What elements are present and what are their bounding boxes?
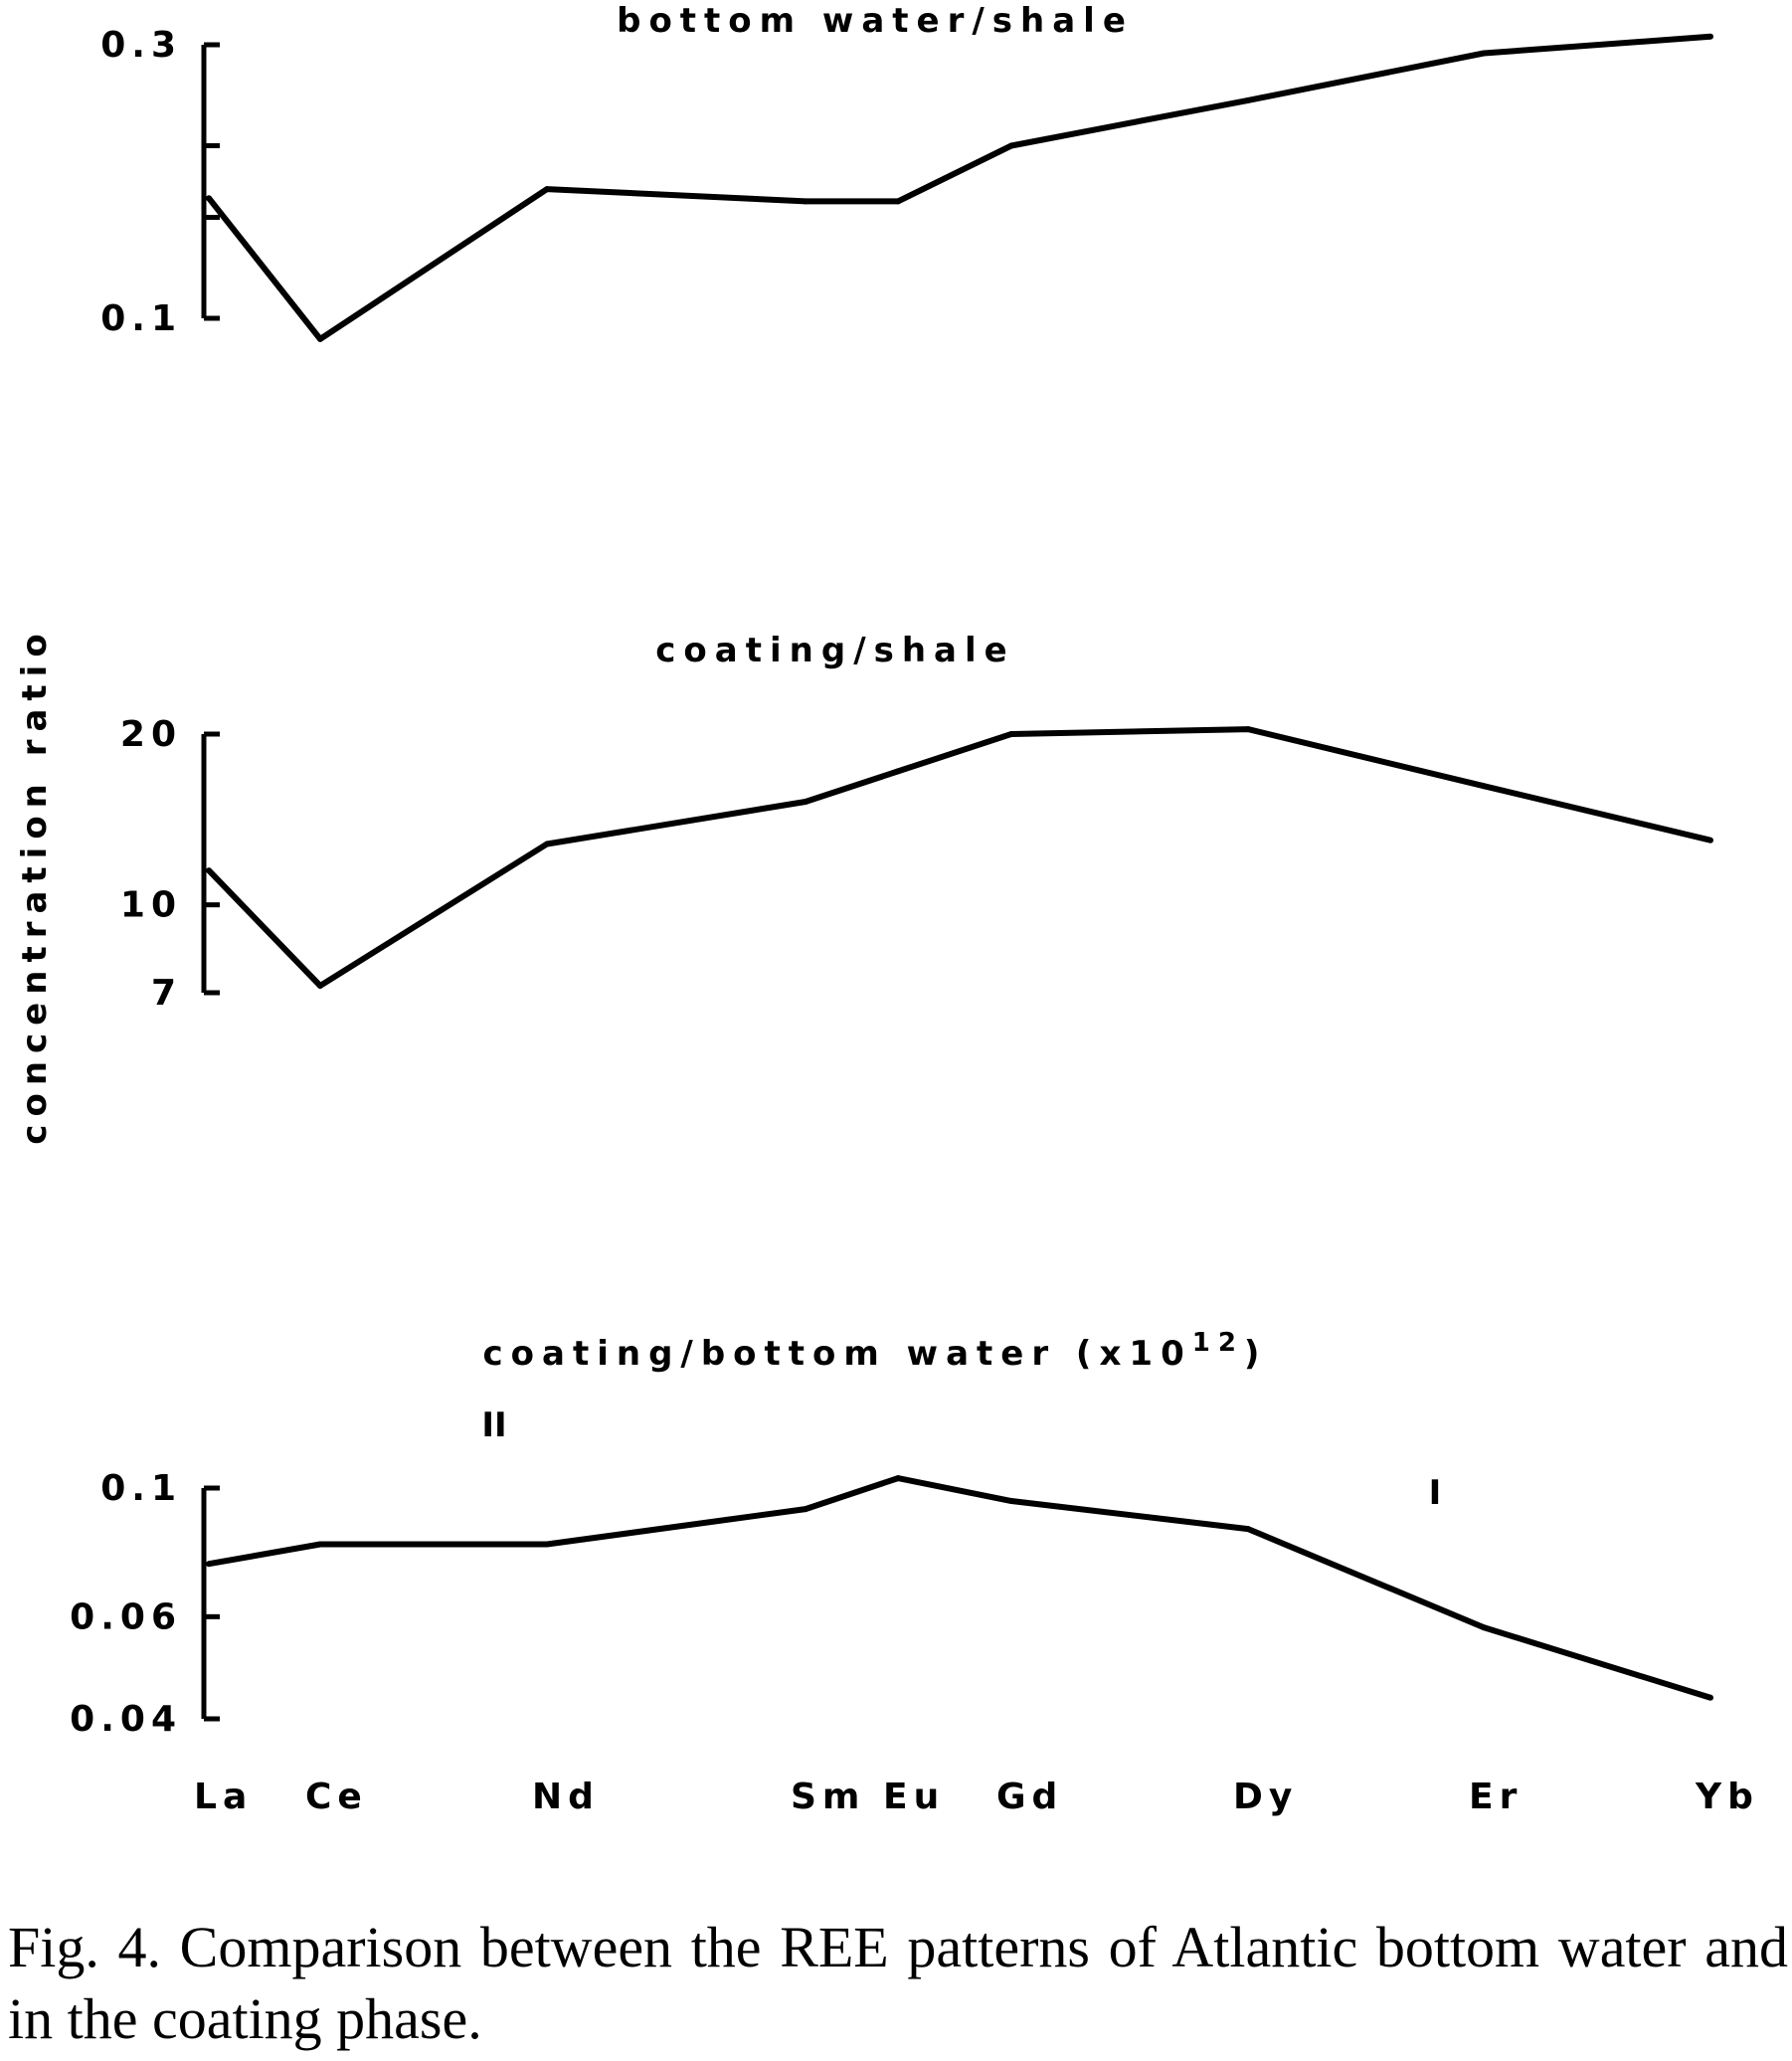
data-point-yb xyxy=(1707,33,1713,40)
title-exponent: 12 xyxy=(1192,1328,1244,1358)
data-point-sm xyxy=(803,198,808,205)
panel-title: coating/bottom water (x1012) xyxy=(483,1328,1268,1374)
data-point-dy xyxy=(1245,96,1251,103)
x-tick-label-er: Er xyxy=(1469,1777,1523,1817)
x-axis-labels: La Ce Nd Sm Eu Gd Dy Er Yb xyxy=(194,1777,1759,1817)
panel-1: bottom water/shale 0.1 0.3 xyxy=(100,1,1713,342)
data-point-ce xyxy=(317,1541,323,1548)
data-point-gd xyxy=(1008,1498,1014,1504)
panel-3: coating/bottom water (x1012) 0.04 0.06 0.1 I… xyxy=(70,1328,1713,1740)
y-axis-label: concentration ratio xyxy=(15,626,55,1144)
data-point-nd xyxy=(544,841,550,847)
data-point-la xyxy=(206,867,212,874)
data-point-ce xyxy=(317,335,323,342)
data-point-yb xyxy=(1707,1694,1713,1701)
panel-title: coating/shale xyxy=(655,631,1014,670)
data-point-eu xyxy=(895,1475,901,1482)
y-tick-label: 0.06 xyxy=(70,1596,182,1637)
data-point-nd xyxy=(544,186,550,193)
y-tick-label: 0.1 xyxy=(100,298,182,339)
data-point-la xyxy=(206,195,212,202)
x-tick-label-ce: Ce xyxy=(305,1777,368,1817)
annotation-mark: I xyxy=(1429,1473,1442,1513)
y-tick-label: 20 xyxy=(120,714,182,755)
data-point-er xyxy=(1481,1624,1487,1631)
data-point-sm xyxy=(803,1506,808,1513)
data-point-er xyxy=(1481,783,1487,790)
data-point-eu xyxy=(895,768,901,775)
panel-2: coating/shale 7 10 20 xyxy=(120,631,1713,1014)
y-tick-label: 0.1 xyxy=(100,1468,182,1509)
series-line xyxy=(206,726,1711,989)
x-tick-label-eu: Eu xyxy=(883,1777,945,1817)
x-tick-label-gd: Gd xyxy=(996,1777,1063,1817)
data-point-eu xyxy=(895,198,901,205)
x-tick-label-sm: Sm xyxy=(791,1777,865,1817)
data-point-ce xyxy=(317,983,323,989)
series-line xyxy=(208,1475,1711,1701)
data-point-dy xyxy=(1245,1526,1251,1533)
annotation-mark: II xyxy=(481,1405,506,1445)
data-point-sm xyxy=(803,799,808,805)
y-tick-label: 7 xyxy=(151,973,182,1014)
data-point-nd xyxy=(544,1541,550,1548)
x-tick-label-la: La xyxy=(194,1777,253,1817)
data-point-gd xyxy=(1008,731,1014,737)
data-point-dy xyxy=(1245,726,1251,733)
figure-caption: Fig. 4. Comparison between the REE patte… xyxy=(8,1915,1788,2051)
data-point-la xyxy=(206,1561,212,1568)
y-tick-label: 0.04 xyxy=(70,1699,182,1740)
x-tick-label-dy: Dy xyxy=(1233,1777,1298,1817)
series-line xyxy=(206,33,1711,342)
data-point-er xyxy=(1481,50,1487,57)
panel-title: bottom water/shale xyxy=(617,1,1134,41)
title-end: ) xyxy=(1244,1334,1268,1374)
data-point-yb xyxy=(1707,837,1713,843)
y-tick-label: 10 xyxy=(120,885,182,926)
x-tick-label-yb: Yb xyxy=(1695,1777,1759,1817)
y-tick-label: 0.3 xyxy=(100,25,182,66)
x-tick-label-nd: Nd xyxy=(532,1777,600,1817)
data-point-gd xyxy=(1008,142,1014,149)
ree-figure: concentration ratio bottom water/shale 0.… xyxy=(15,1,1759,1817)
